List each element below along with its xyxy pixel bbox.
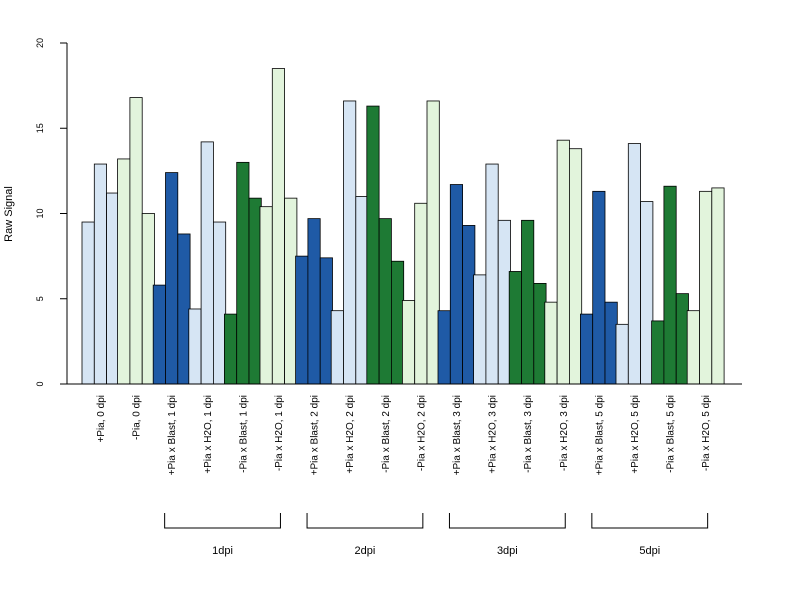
y-tick-label: 15	[35, 123, 45, 133]
bar	[188, 308, 202, 385]
bar	[117, 158, 131, 385]
bar	[640, 201, 654, 385]
x-tick-label: -Pia, 0 dpi	[132, 395, 143, 440]
bar	[604, 301, 618, 385]
bar	[295, 255, 309, 385]
bar	[212, 221, 227, 385]
group-bracket-label: 2dpi	[355, 545, 376, 557]
bar	[711, 187, 725, 385]
bar	[580, 313, 594, 385]
x-tick-label: +Pia x Blast, 5 dpi	[594, 395, 605, 475]
bar	[378, 218, 392, 385]
group-bracket-label: 1dpi	[212, 545, 233, 557]
bar	[449, 184, 463, 385]
bar	[675, 293, 689, 385]
bar	[343, 100, 357, 385]
bar	[165, 172, 179, 385]
x-tick-label: +Pia x H2O, 5 dpi	[630, 395, 641, 474]
bar	[93, 163, 108, 385]
bar	[508, 271, 522, 385]
bar	[627, 143, 641, 385]
y-tick-label: 20	[35, 38, 45, 48]
bar	[437, 310, 451, 385]
bar	[615, 323, 629, 385]
bar	[355, 196, 369, 385]
bar	[200, 141, 214, 385]
bar	[271, 68, 285, 385]
group-bracket-label: 5dpi	[639, 545, 660, 557]
bar	[141, 213, 155, 385]
x-tick-label: -Pia x H2O, 3 dpi	[559, 395, 570, 471]
bar	[330, 310, 344, 385]
x-tick-label: +Pia x H2O, 3 dpi	[488, 395, 499, 474]
y-axis-label: Raw Signal	[3, 186, 15, 242]
bar	[152, 284, 166, 385]
bar	[569, 148, 583, 385]
x-tick-label: +Pia x Blast, 3 dpi	[452, 395, 463, 475]
bar	[651, 320, 665, 385]
y-tick-label: 5	[35, 296, 45, 301]
bar	[366, 105, 380, 385]
x-tick-label: -Pia x Blast, 5 dpi	[666, 395, 677, 473]
bar	[414, 202, 428, 385]
group-bracket-label: 3dpi	[497, 545, 518, 557]
bar	[686, 310, 700, 385]
y-tick-label: 10	[35, 208, 45, 218]
bar	[663, 185, 677, 385]
group-bracket	[448, 513, 566, 529]
bar	[259, 206, 273, 385]
x-tick-label: +Pia x H2O, 1 dpi	[203, 395, 214, 474]
bar	[462, 225, 476, 385]
bar	[307, 218, 321, 385]
bars-group	[81, 68, 725, 385]
x-tick-label: +Pia x H2O, 2 dpi	[345, 395, 356, 474]
bar	[236, 161, 250, 385]
bar	[556, 139, 570, 385]
bar	[533, 282, 547, 385]
bar	[485, 163, 499, 385]
bar	[592, 190, 606, 385]
bar	[177, 233, 191, 385]
x-tick-label: -Pia x Blast, 1 dpi	[238, 395, 249, 473]
group-brackets: 1dpi 2dpi 3dpi 5dpi	[164, 513, 709, 557]
bar	[497, 219, 511, 385]
group-bracket	[591, 513, 709, 529]
bar	[544, 301, 558, 385]
x-tick-label: +Pia x Blast, 2 dpi	[310, 395, 321, 475]
bar	[284, 197, 298, 385]
y-axis: 0 5 10 15 20	[35, 38, 68, 387]
x-tick-label: -Pia x H2O, 1 dpi	[274, 395, 285, 471]
x-tick-label: -Pia x Blast, 2 dpi	[381, 395, 392, 473]
y-tick-label: 0	[35, 381, 45, 386]
group-bracket	[164, 513, 281, 529]
bar	[699, 190, 713, 385]
bar	[81, 221, 95, 385]
bar	[248, 197, 262, 385]
bar	[401, 300, 416, 385]
bar	[390, 260, 405, 385]
x-tick-label: -Pia x H2O, 5 dpi	[701, 395, 712, 471]
bar	[106, 192, 120, 385]
x-tick-label: +Pia, 0 dpi	[96, 395, 107, 443]
bar	[319, 257, 333, 385]
group-bracket	[306, 513, 424, 529]
bar	[473, 274, 487, 385]
bar	[426, 100, 440, 385]
x-axis: +Pia, 0 dpi -Pia, 0 dpi +Pia x Blast, 1 dp…	[67, 383, 742, 475]
bar	[223, 313, 238, 385]
bar	[129, 97, 143, 385]
x-tick-label: -Pia x Blast, 3 dpi	[523, 395, 534, 473]
x-tick-label: -Pia x H2O, 2 dpi	[416, 395, 427, 471]
bar	[521, 219, 535, 385]
x-tick-label: +Pia x Blast, 1 dpi	[167, 395, 178, 475]
